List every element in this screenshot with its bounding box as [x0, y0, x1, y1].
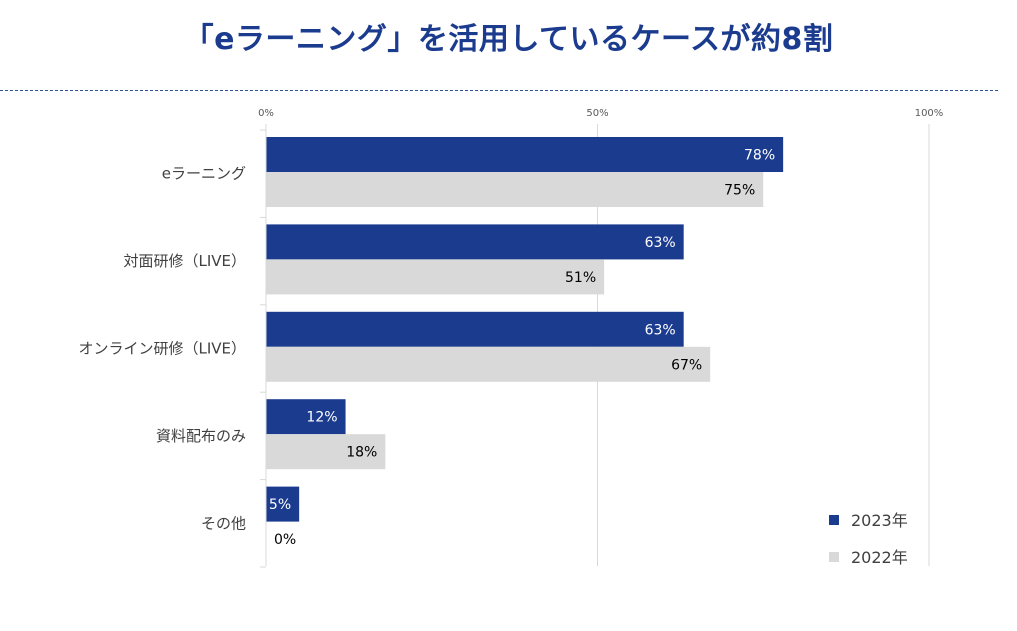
- legend-label: 2023年: [851, 511, 908, 530]
- bar: [266, 311, 684, 347]
- legend-swatch: [829, 515, 839, 525]
- data-label: 78%: [744, 148, 775, 164]
- x-tick-label: 100%: [915, 108, 944, 119]
- data-label: 63%: [645, 235, 676, 251]
- bar: [266, 259, 605, 295]
- category-label: オンライン研修（LIVE）: [78, 340, 246, 358]
- bar: [266, 172, 764, 207]
- data-label: 75%: [724, 183, 755, 199]
- category-label: eラーニング: [162, 165, 246, 183]
- legend-label: 2022年: [851, 548, 908, 567]
- data-label: 0%: [274, 532, 296, 548]
- bar: [266, 346, 711, 382]
- data-label: 63%: [645, 322, 676, 338]
- data-label: 5%: [269, 497, 291, 513]
- title-divider: [0, 90, 998, 91]
- legend-swatch: [829, 552, 839, 562]
- bar: [266, 224, 684, 260]
- data-label: 12%: [306, 410, 337, 426]
- x-tick-label: 0%: [258, 108, 274, 119]
- category-label: 対面研修（LIVE）: [123, 252, 246, 270]
- category-label: その他: [201, 514, 246, 532]
- data-label: 67%: [671, 357, 702, 373]
- bar: [266, 486, 300, 522]
- data-label: 18%: [346, 445, 377, 461]
- x-tick-label: 50%: [586, 108, 608, 119]
- bar: [266, 137, 784, 172]
- category-label: 資料配布のみ: [156, 427, 246, 445]
- page-title: 「eラーニング」を活用しているケースが約8割: [183, 22, 834, 57]
- bar: [266, 399, 346, 435]
- bar: [266, 434, 386, 470]
- data-label: 51%: [565, 270, 596, 286]
